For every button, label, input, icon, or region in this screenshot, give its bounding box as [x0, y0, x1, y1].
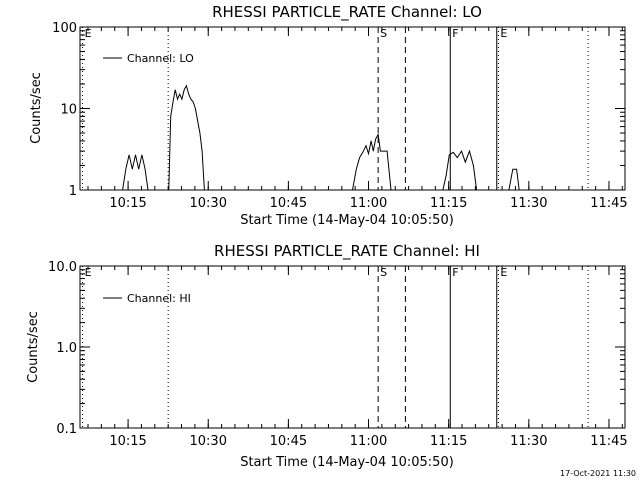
- y-axis-label: Counts/sec: [29, 72, 44, 144]
- x-tick-layer: 10:15 10:30 10:45 11:00 11:15 11:30 11:45: [87, 27, 628, 211]
- marker-label: F: [452, 27, 458, 40]
- x-tick-label: 11:45: [590, 434, 627, 449]
- x-tick-label: 10:30: [190, 434, 227, 449]
- y-tick-label: 10: [60, 103, 77, 118]
- x-tick-label: 10:45: [270, 434, 307, 449]
- marker-label: S: [380, 266, 387, 279]
- marker-label: F: [452, 266, 458, 279]
- marker-label: S: [380, 27, 387, 40]
- x-tick-label: 11:30: [510, 434, 547, 449]
- x-tick-label: 11:45: [590, 196, 627, 211]
- chart-lo: RHESSI PARTICLE_RATE Channel: LO E S F E 10…: [29, 3, 628, 228]
- legend-label: Channel: LO: [127, 52, 194, 65]
- chart-hi: RHESSI PARTICLE_RATE Channel: HI E S F E 10…: [26, 242, 628, 470]
- marker-label: E: [85, 27, 92, 40]
- y-tick-label: 1.0: [56, 341, 77, 356]
- x-tick-label: 10:45: [270, 196, 307, 211]
- legend: Channel: LO: [103, 52, 194, 65]
- y-axis-label: Counts/sec: [26, 311, 41, 383]
- x-tick-label: 11:30: [510, 196, 547, 211]
- chart-title: RHESSI PARTICLE_RATE Channel: HI: [214, 242, 480, 261]
- x-tick-label: 11:00: [350, 434, 387, 449]
- y-tick-layer: 0.1 1.0 10.0: [48, 260, 625, 437]
- x-axis-label: Start Time (14-May-04 10:05:50): [240, 213, 454, 228]
- x-tick-label: 10:30: [190, 196, 227, 211]
- footer-timestamp: 17-Oct-2021 11:30: [560, 469, 636, 478]
- legend-label: Channel: HI: [127, 292, 191, 305]
- series-line: [508, 168, 520, 191]
- y-tick-label: 100: [52, 21, 77, 36]
- y-tick-label: 1: [69, 184, 77, 199]
- y-tick-label: 0.1: [56, 422, 77, 437]
- x-tick-label: 11:15: [430, 434, 467, 449]
- series-line: [352, 132, 392, 191]
- legend: Channel: HI: [103, 292, 191, 305]
- x-axis-label: Start Time (14-May-04 10:05:50): [240, 455, 454, 470]
- plot-frame: [79, 265, 626, 429]
- x-tick-label: 10:15: [109, 434, 146, 449]
- y-tick-label: 10.0: [48, 260, 77, 275]
- y-tick-layer: 1 10 100: [52, 21, 625, 199]
- series-layer: [122, 84, 520, 191]
- series-line: [122, 154, 149, 191]
- x-tick-layer: 10:15 10:30 10:45 11:00 11:15 11:30 11:45: [87, 266, 628, 449]
- marker-label: E: [500, 27, 507, 40]
- series-line: [168, 84, 205, 191]
- x-tick-label: 10:15: [109, 196, 146, 211]
- x-tick-label: 11:00: [350, 196, 387, 211]
- marker-label: E: [85, 266, 92, 279]
- marker-label: E: [500, 266, 507, 279]
- series-line: [442, 149, 478, 191]
- x-tick-label: 11:15: [430, 196, 467, 211]
- chart-title: RHESSI PARTICLE_RATE Channel: LO: [212, 3, 482, 22]
